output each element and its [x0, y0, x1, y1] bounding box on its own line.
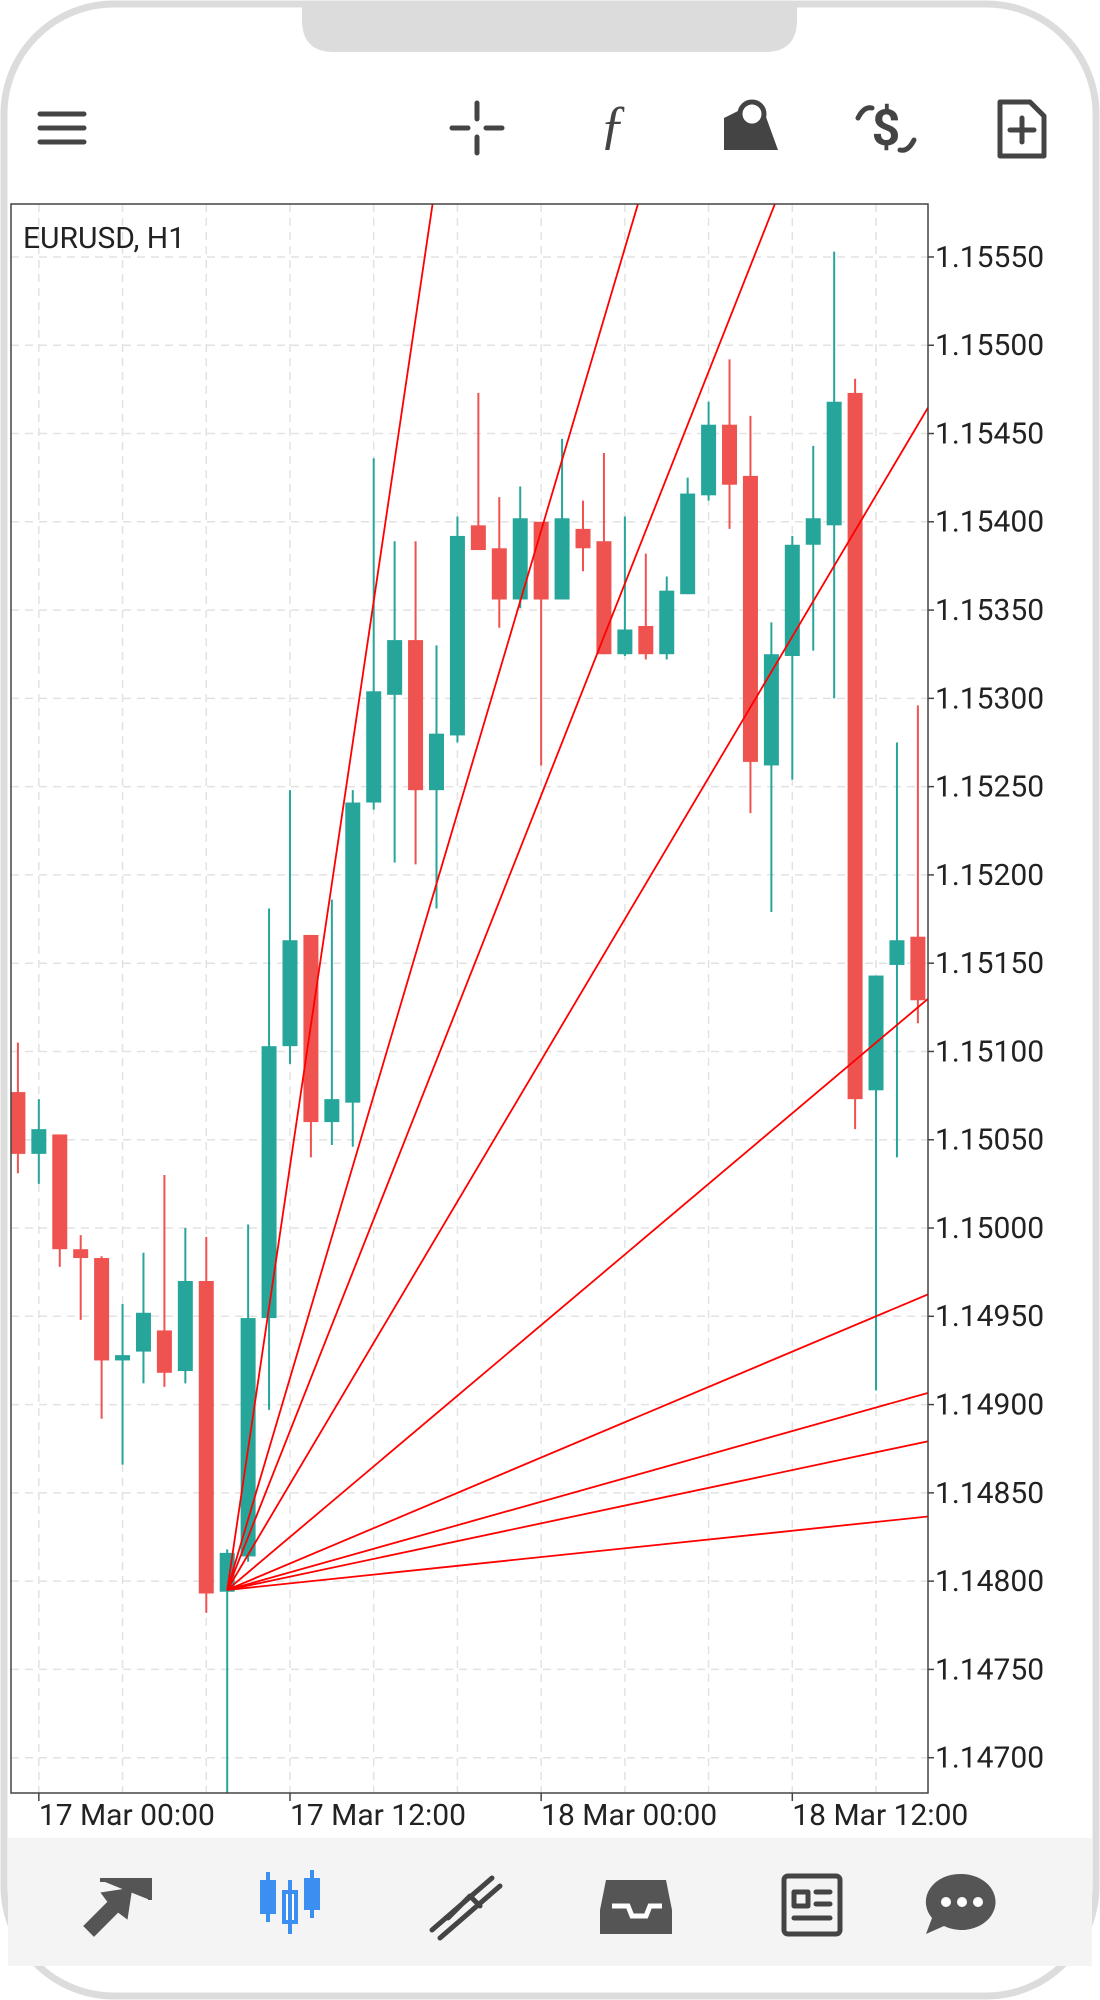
candle-body [638, 625, 654, 655]
candle-body [261, 1046, 277, 1319]
y-tick-label: 1.15550 [935, 240, 1044, 275]
candle-body [156, 1330, 172, 1373]
fan-line [226, 997, 928, 1591]
candle-body [345, 802, 361, 1103]
plot-area [11, 204, 928, 1793]
fan-line [226, 1293, 928, 1591]
x-tick-label: 17 Mar 12:00 [290, 1798, 466, 1833]
menu-button[interactable] [37, 111, 87, 145]
candle-body [240, 1318, 256, 1557]
candle-body [805, 518, 821, 545]
y-tick-label: 1.15350 [935, 593, 1044, 628]
candle-body [73, 1249, 89, 1259]
objects-button[interactable] [724, 99, 778, 150]
y-tick-label: 1.14800 [935, 1564, 1044, 1599]
nav-bar [8, 1838, 1092, 1966]
candle-body [282, 940, 298, 1047]
candle-body [701, 424, 717, 496]
x-tick-label: 18 Mar 12:00 [792, 1798, 968, 1833]
fan-line [226, 204, 776, 1591]
candle-body [659, 590, 675, 655]
candle-body [847, 392, 863, 1100]
plot-frame [10, 203, 929, 1794]
candle-body [826, 401, 842, 526]
candle-body [868, 975, 884, 1091]
y-tick-label: 1.15050 [935, 1123, 1044, 1158]
nav-chat[interactable] [925, 1873, 996, 1934]
chart-title: EURUSD, H1 [23, 221, 185, 256]
fan-line [227, 1440, 928, 1591]
candle-body [470, 525, 486, 551]
y-tick-label: 1.14900 [935, 1387, 1044, 1422]
crosshair-button[interactable] [449, 100, 505, 156]
candle-body [52, 1134, 68, 1250]
indicators-button[interactable]: ƒ [600, 94, 627, 154]
candle-body [31, 1129, 47, 1154]
y-tick-label: 1.14700 [935, 1741, 1044, 1776]
candle-body [429, 733, 444, 791]
candle-body [115, 1355, 131, 1361]
y-tick-label: 1.15150 [935, 946, 1044, 981]
candle-body [491, 548, 507, 600]
y-tick-label: 1.15300 [935, 681, 1044, 716]
y-tick-label: 1.15200 [935, 858, 1044, 893]
candle-body [198, 1280, 214, 1594]
nav-quotes[interactable] [83, 1878, 152, 1937]
y-tick-label: 1.15250 [935, 770, 1044, 805]
y-tick-label: 1.15500 [935, 328, 1044, 363]
svg-text:$: $ [872, 100, 901, 158]
nav-chart[interactable] [260, 1870, 320, 1934]
candle-body [910, 936, 926, 1001]
y-tick-label: 1.14950 [935, 1299, 1044, 1334]
candle-body [617, 629, 633, 655]
candle-body [11, 1092, 26, 1154]
candle-body [449, 535, 465, 736]
candle-body [763, 654, 779, 766]
candle-body [512, 518, 528, 600]
y-tick-label: 1.15100 [935, 1034, 1044, 1069]
candle-body [177, 1280, 193, 1372]
svg-text:ƒ: ƒ [600, 94, 627, 154]
candle-body [94, 1258, 110, 1361]
trade-button[interactable]: $ [855, 100, 917, 158]
candle-body [889, 940, 905, 965]
nav-trade[interactable] [429, 1875, 503, 1941]
fan-line [226, 204, 639, 1591]
y-tick-label: 1.15000 [935, 1211, 1044, 1246]
candle-body [387, 640, 403, 695]
nav-history[interactable] [600, 1880, 672, 1934]
x-tick-label: 18 Mar 00:00 [541, 1798, 717, 1833]
fan-line [226, 405, 928, 1591]
new-order-button[interactable] [997, 99, 1047, 159]
candle-body [784, 544, 800, 656]
x-tick-label: 17 Mar 00:00 [39, 1798, 215, 1833]
nav-news[interactable] [781, 1873, 843, 1937]
candle-body [408, 640, 424, 791]
notch [302, 4, 797, 52]
candle-body [575, 528, 591, 549]
y-tick-label: 1.14850 [935, 1476, 1044, 1511]
y-tick-label: 1.15400 [935, 505, 1044, 540]
y-tick-label: 1.15450 [935, 416, 1044, 451]
candle-body [554, 518, 570, 600]
candle-body [680, 493, 696, 595]
candle-body [742, 475, 758, 762]
fan-line [227, 1515, 928, 1591]
fan-line [226, 1391, 928, 1591]
y-tick-label: 1.14750 [935, 1652, 1044, 1687]
candle-body [722, 424, 738, 485]
candle-body [135, 1312, 151, 1352]
chart: 1.14700 1.14750 1.14800 1.14850 1.14900 1.149… [10, 203, 1044, 1833]
candle-body [324, 1099, 340, 1123]
candle-body [366, 691, 382, 803]
